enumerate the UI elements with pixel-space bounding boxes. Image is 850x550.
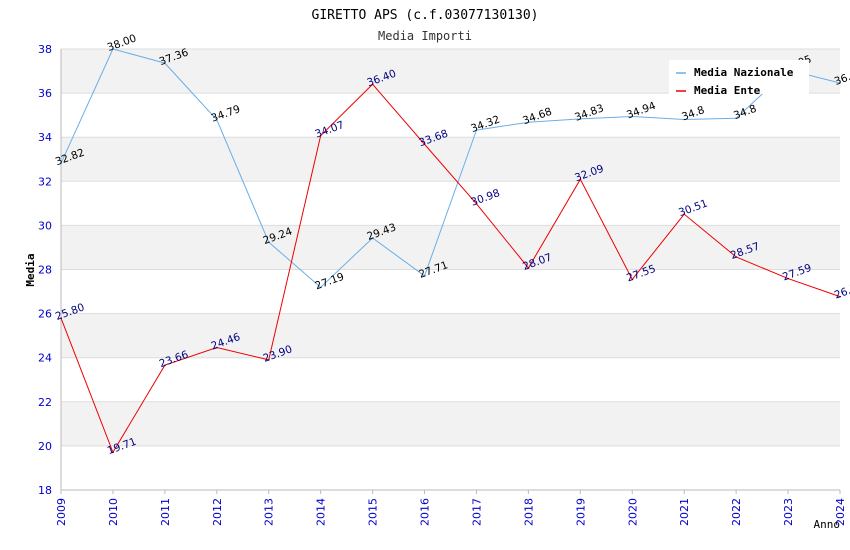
series-line-media-ente xyxy=(60,83,841,454)
x-axis-label: Anno xyxy=(814,518,841,531)
data-point xyxy=(60,162,62,165)
x-tick-label: 2012 xyxy=(211,498,224,526)
data-point xyxy=(319,134,322,137)
data-point xyxy=(164,62,166,64)
chart-title: GIRETTO APS (c.f.03077130130) xyxy=(312,8,539,23)
data-point xyxy=(216,346,218,349)
data-point xyxy=(423,143,426,146)
x-tick-label: 2013 xyxy=(263,498,276,526)
y-tick-label: 24 xyxy=(38,352,52,365)
legend: Media Nazionale Media Ente xyxy=(669,60,809,97)
y-tick-label: 32 xyxy=(38,175,52,188)
background-band xyxy=(61,357,840,402)
data-point xyxy=(267,359,270,361)
data-point xyxy=(267,241,270,243)
y-tick-label: 18 xyxy=(38,484,52,497)
data-point xyxy=(423,275,426,277)
background-band xyxy=(61,445,840,490)
data-point xyxy=(839,82,841,84)
legend-label-media-nazionale: Media Nazionale xyxy=(694,66,794,79)
y-tick-label: 28 xyxy=(38,264,52,277)
x-tick-label: 2015 xyxy=(367,498,380,526)
x-tick-labels: 2009 2010 2011 2012 2013 2014 2015 2016 2017 2018… xyxy=(55,490,847,526)
y-tick-labels: 18 20 22 24 26 28 30 32 34 36 38 xyxy=(38,43,52,497)
data-point xyxy=(683,213,685,215)
series-group xyxy=(60,48,841,454)
data-point xyxy=(683,118,685,121)
data-point xyxy=(112,48,114,50)
chart-subtitle: Media Importi xyxy=(378,29,472,43)
x-tick-label: 2010 xyxy=(107,498,120,526)
y-tick-label: 30 xyxy=(38,219,52,232)
y-tick-label: 20 xyxy=(38,440,52,453)
x-tick-label: 2009 xyxy=(55,498,68,526)
legend-label-media-ente: Media Ente xyxy=(694,84,761,97)
legend-box xyxy=(669,60,809,94)
data-point xyxy=(112,451,114,454)
data-point xyxy=(527,267,530,269)
data-point xyxy=(579,118,582,120)
data-point xyxy=(475,129,478,131)
background-band xyxy=(61,225,840,270)
background-band xyxy=(61,93,840,138)
y-tick-label: 26 xyxy=(38,308,52,321)
background-band xyxy=(61,313,840,358)
data-point xyxy=(735,117,737,120)
x-tick-label: 2011 xyxy=(159,498,172,526)
x-tick-label: 2019 xyxy=(574,498,587,526)
background-band xyxy=(61,401,840,446)
data-point xyxy=(579,178,582,181)
data-point xyxy=(735,256,737,258)
data-point xyxy=(164,364,166,366)
data-point xyxy=(371,83,374,86)
data-point xyxy=(371,237,374,239)
x-tick-label: 2022 xyxy=(730,498,743,526)
data-point xyxy=(527,121,530,124)
data-point xyxy=(475,202,478,205)
x-tick-label: 2017 xyxy=(470,498,483,526)
y-tick-label: 22 xyxy=(38,396,52,409)
data-point xyxy=(216,118,218,121)
data-point xyxy=(839,295,841,298)
x-tick-label: 2016 xyxy=(419,498,432,526)
x-tick-label: 2020 xyxy=(626,498,639,526)
data-point xyxy=(787,277,789,280)
series-line-media-nazionale xyxy=(60,48,841,289)
x-tick-label: 2014 xyxy=(315,498,328,526)
data-point xyxy=(631,115,634,118)
y-axis-label: Media xyxy=(24,253,37,286)
y-tick-label: 34 xyxy=(38,131,52,144)
y-tick-label: 38 xyxy=(38,43,52,56)
x-tick-label: 2024 xyxy=(834,498,847,526)
data-point xyxy=(319,286,322,289)
background-band xyxy=(61,269,840,314)
data-point xyxy=(60,317,62,319)
x-tick-label: 2018 xyxy=(522,498,535,526)
y-tick-label: 36 xyxy=(38,87,52,100)
data-point xyxy=(631,278,634,281)
x-tick-label: 2023 xyxy=(782,498,795,526)
x-tick-label: 2021 xyxy=(678,498,691,526)
